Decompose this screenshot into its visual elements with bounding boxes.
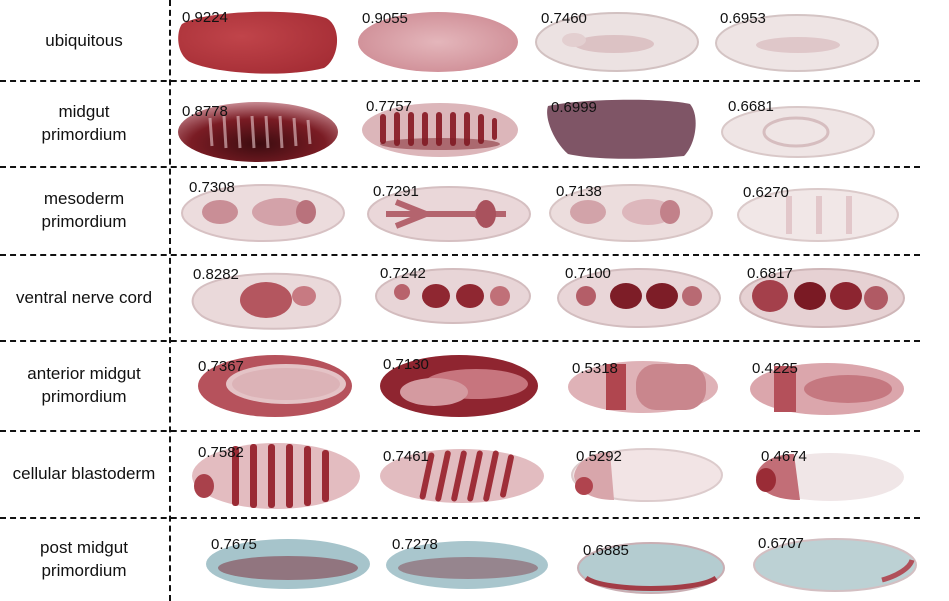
embryo-image (739, 268, 905, 328)
row-divider (0, 517, 920, 519)
embryo-image (557, 268, 721, 328)
similarity-score: 0.6999 (551, 99, 597, 116)
embryo-image (362, 103, 518, 157)
row-divider (0, 430, 920, 432)
embryo-image (178, 102, 338, 162)
row-label: ubiquitous (0, 0, 168, 80)
similarity-score: 0.9224 (182, 9, 228, 26)
similarity-score: 0.6681 (728, 98, 774, 115)
embryo-image (191, 272, 342, 330)
similarity-score: 0.7100 (565, 265, 611, 282)
row-label-text: anterior midgut primordium (27, 364, 141, 406)
row-label-text: ventral nerve cord (15, 287, 153, 307)
embryo-image (181, 184, 345, 242)
similarity-score: 0.7461 (383, 448, 429, 465)
similarity-score: 0.7582 (198, 444, 244, 461)
embryo-image (715, 14, 879, 72)
row-label-text: post midgut primordium (40, 538, 128, 580)
similarity-score: 0.7460 (541, 10, 587, 27)
row-divider (0, 80, 920, 82)
row-label-text: midgut primordium (41, 102, 127, 144)
embryo-image (375, 268, 531, 324)
row-label: ventral nerve cord (0, 254, 168, 340)
embryo-image (386, 541, 548, 589)
similarity-score: 0.9055 (362, 10, 408, 27)
row-label-text: cellular blastoderm (12, 464, 156, 483)
embryo-image (737, 188, 899, 242)
embryo-image (380, 355, 538, 417)
row-label: mesoderm primordium (0, 166, 168, 254)
embryo-image (756, 453, 904, 501)
embryo-image (192, 443, 360, 509)
similarity-score: 0.4225 (752, 360, 798, 377)
similarity-score: 0.7757 (366, 98, 412, 115)
similarity-score: 0.7308 (189, 179, 235, 196)
embryo-image (206, 539, 370, 589)
embryo-image (535, 12, 699, 72)
similarity-score: 0.7675 (211, 536, 257, 553)
similarity-score: 0.5318 (572, 360, 618, 377)
embryo-image (549, 184, 713, 242)
similarity-score: 0.7367 (198, 358, 244, 375)
similarity-score: 0.7130 (383, 356, 429, 373)
row-label: anterior midgut primordium (0, 340, 168, 430)
row-label: cellular blastoderm (0, 430, 168, 517)
embryo-image (753, 538, 917, 592)
embryo-image (568, 361, 718, 413)
similarity-score: 0.7278 (392, 536, 438, 553)
embryo-image (750, 363, 904, 415)
row-label: post midgut primordium (0, 517, 168, 601)
embryo-image (577, 542, 725, 594)
similarity-score: 0.7242 (380, 265, 426, 282)
embryo-image (178, 11, 338, 74)
similarity-score: 0.6885 (583, 542, 629, 559)
row-label-text: ubiquitous (45, 30, 123, 50)
embryo-image (721, 106, 875, 158)
embryo-image (571, 448, 723, 502)
similarity-score: 0.7291 (373, 183, 419, 200)
similarity-score: 0.6953 (720, 10, 766, 27)
embryo-image (367, 186, 531, 242)
similarity-score: 0.5292 (576, 448, 622, 465)
similarity-score: 0.6707 (758, 535, 804, 552)
embryo-image (358, 12, 518, 72)
row-divider (0, 340, 920, 342)
row-label: midgut primordium (0, 80, 168, 166)
similarity-score: 0.4674 (761, 448, 807, 465)
row-divider (0, 166, 920, 168)
similarity-score: 0.8778 (182, 103, 228, 120)
similarity-score: 0.8282 (193, 266, 239, 283)
row-divider (0, 254, 920, 256)
similarity-score: 0.6270 (743, 184, 789, 201)
embryo-image (380, 449, 544, 503)
embryo-image (547, 99, 696, 159)
column-divider (169, 0, 171, 601)
similarity-score: 0.6817 (747, 265, 793, 282)
embryo-image (198, 355, 352, 417)
similarity-score: 0.7138 (556, 183, 602, 200)
row-label-text: mesoderm primordium (41, 189, 127, 231)
